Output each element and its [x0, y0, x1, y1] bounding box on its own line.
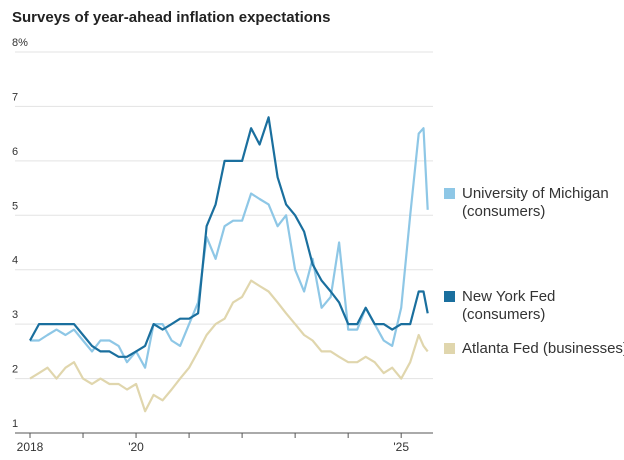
series-line [29, 116, 429, 358]
legend-swatch [444, 343, 455, 354]
series-line [29, 279, 429, 413]
y-tick-label: 6 [12, 146, 18, 158]
y-tick-label: 1 [12, 418, 18, 430]
legend-item: University of Michigan (consumers) [444, 185, 614, 221]
legend-item: New York Fed (consumers) [444, 288, 614, 324]
y-tick-label: 7 [12, 91, 18, 103]
legend-label: University of Michigan (consumers) [462, 185, 609, 220]
legend-label: New York Fed (consumers) [462, 288, 556, 323]
series-line [30, 127, 429, 369]
chart-title: Surveys of year-ahead inflation expectat… [12, 9, 330, 26]
x-tick-label: '25 [393, 440, 409, 454]
legend-label: Atlanta Fed (businesses) [462, 340, 624, 357]
legend-swatch [444, 291, 455, 302]
y-tick-label: 5 [12, 200, 18, 212]
legend-item: Atlanta Fed (businesses) [444, 340, 624, 358]
y-tick-label: 3 [12, 309, 18, 321]
y-tick-label: 4 [12, 255, 18, 267]
y-tick-label: 8% [12, 37, 28, 49]
y-tick-label: 2 [12, 364, 18, 376]
x-tick-label: 2018 [17, 440, 44, 454]
legend-swatch [444, 188, 455, 199]
x-tick-label: '20 [128, 440, 144, 454]
